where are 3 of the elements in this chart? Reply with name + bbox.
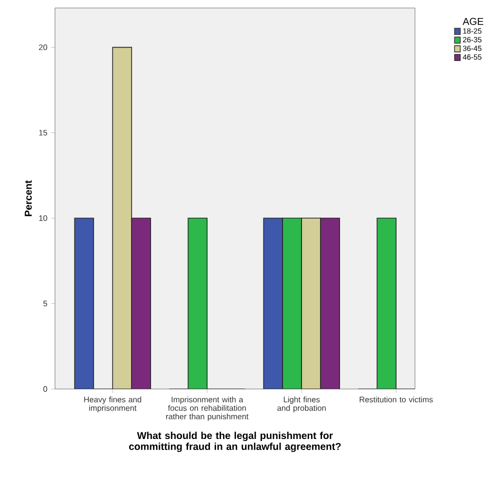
y-axis-title: Percent <box>24 180 32 216</box>
legend-title: AGE <box>462 18 484 25</box>
x-axis-title: What should be the legal punishment for committing fraud in an unlawful agreement? <box>129 432 341 452</box>
